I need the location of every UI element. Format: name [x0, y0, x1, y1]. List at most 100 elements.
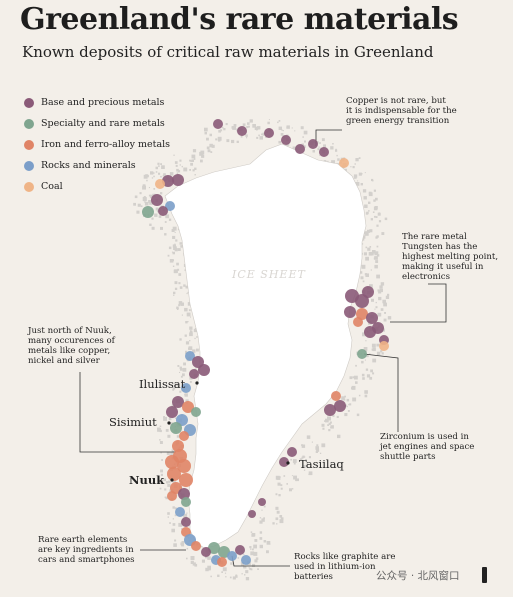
coast-speck	[346, 405, 348, 408]
coast-speck	[222, 567, 227, 572]
coast-speck	[251, 533, 256, 537]
coast-speck	[185, 341, 190, 345]
coast-speck	[248, 567, 250, 569]
coast-speck	[332, 414, 335, 417]
coast-speck	[376, 224, 379, 227]
coast-speck	[179, 242, 182, 245]
coast-speck	[151, 177, 154, 179]
coast-speck	[169, 259, 174, 263]
note-line: batteries	[294, 572, 333, 582]
coast-speck	[295, 479, 297, 482]
coast-speck	[232, 576, 236, 580]
note-copper: Copper is not rare, but it is indispensa…	[346, 96, 457, 126]
coast-speck	[178, 301, 183, 305]
coast-speck	[292, 146, 297, 151]
coast-speck	[174, 287, 178, 290]
coast-speck	[263, 505, 266, 508]
deposit-marker	[185, 351, 195, 361]
deposit-marker	[158, 206, 168, 216]
coast-speck	[275, 517, 279, 521]
coast-speck	[282, 130, 284, 132]
coast-speck	[352, 376, 355, 379]
note-line: highest melting point,	[402, 252, 499, 262]
coast-speck	[366, 211, 369, 215]
coast-speck	[348, 403, 350, 406]
deposit-marker	[181, 517, 191, 527]
coast-speck	[160, 469, 163, 473]
coast-speck	[353, 176, 357, 179]
coast-speck	[354, 163, 356, 165]
coast-speck	[275, 493, 278, 496]
coast-speck	[291, 127, 293, 129]
coast-speck	[206, 146, 210, 150]
coast-speck	[242, 123, 246, 127]
deposit-marker	[287, 447, 297, 457]
coast-speck	[329, 421, 332, 424]
coast-speck	[181, 528, 183, 530]
coast-speck	[165, 429, 169, 432]
coast-speck	[349, 403, 352, 406]
coast-speck	[291, 488, 294, 490]
deposit-marker	[295, 144, 305, 154]
coast-speck	[315, 450, 318, 453]
coast-speck	[209, 143, 213, 148]
coast-speck	[330, 425, 334, 429]
coast-speck	[194, 328, 196, 330]
coast-speck	[163, 173, 166, 176]
coast-speck	[263, 540, 267, 543]
coast-speck	[259, 537, 263, 540]
coast-speck	[280, 133, 284, 136]
coast-speck	[192, 349, 196, 353]
coast-speck	[332, 143, 334, 145]
coast-speck	[180, 303, 183, 306]
coast-speck	[301, 143, 304, 146]
coast-speck	[262, 132, 266, 136]
coast-speck	[365, 232, 369, 236]
coast-speck	[165, 481, 169, 484]
coast-speck	[293, 462, 296, 465]
coast-speck	[311, 441, 313, 443]
coast-speck	[379, 285, 383, 289]
coast-speck	[374, 215, 376, 218]
note-line: cars and smartphones	[38, 555, 135, 565]
coast-speck	[304, 456, 306, 458]
coast-speck	[176, 435, 180, 438]
coast-speck	[149, 200, 154, 205]
coast-speck	[246, 137, 248, 139]
coast-speck	[169, 522, 171, 524]
coast-speck	[387, 293, 390, 296]
coast-speck	[150, 171, 154, 175]
deposit-marker	[331, 391, 341, 401]
legend-label: Specialty and rare metals	[41, 118, 165, 129]
coast-speck	[279, 519, 284, 524]
deposit-marker	[364, 326, 376, 338]
coast-speck	[367, 247, 371, 251]
coast-speck	[153, 172, 155, 174]
coast-speck	[315, 446, 319, 450]
coast-speck	[344, 413, 348, 417]
deposit-marker	[218, 546, 230, 558]
coast-speck	[380, 350, 383, 353]
coast-speck	[158, 172, 161, 175]
coast-speck	[182, 373, 185, 377]
deposit-marker	[248, 510, 256, 518]
coast-speck	[250, 531, 253, 533]
coast-speck	[175, 417, 177, 419]
coast-speck	[143, 196, 146, 199]
coast-speck	[361, 243, 364, 245]
coast-speck	[369, 284, 373, 288]
coast-speck	[370, 324, 372, 326]
coast-speck	[286, 126, 289, 129]
coast-speck	[245, 570, 249, 574]
coast-speck	[192, 169, 195, 172]
town-dot-nuuk	[170, 478, 174, 482]
deposit-marker	[165, 201, 175, 211]
legend-item-rare-metals: Specialty and rare metals	[24, 113, 170, 134]
coast-speck	[289, 488, 292, 492]
coast-speck	[196, 348, 199, 352]
coast-speck	[321, 423, 325, 427]
coast-speck	[226, 139, 230, 143]
coast-speck	[172, 382, 175, 385]
deposit-marker	[172, 440, 184, 452]
coast-speck	[350, 166, 352, 168]
